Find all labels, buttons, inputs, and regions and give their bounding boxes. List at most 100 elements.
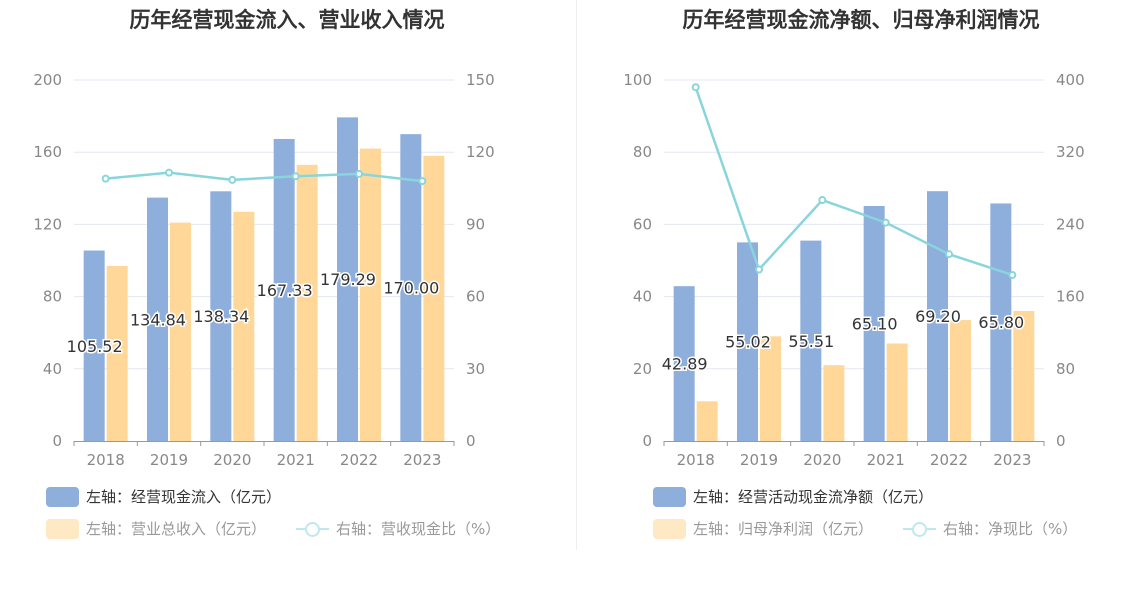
data-label: 55.51: [788, 332, 834, 351]
bar-secondary: [760, 336, 781, 441]
data-label: 179.29: [320, 270, 376, 289]
y-right-tick-label: 160: [1056, 288, 1085, 306]
x-tick-label: 2018: [677, 451, 715, 469]
legend-swatch: [653, 486, 686, 507]
legend-label: 左轴：营业总收入（亿元）: [86, 520, 267, 538]
y-right-tick-label: 80: [1056, 360, 1075, 378]
line-point: [881, 218, 890, 227]
legend-label: 左轴：归母净利润（亿元）: [693, 520, 874, 538]
y-left-tick-label: 0: [52, 432, 62, 450]
data-label: 170.00: [383, 279, 439, 298]
chart-panel-right: 历年经营现金流净额、归母净利润情况 0 20 40 60 80 100 0 80 160 240 3…: [574, 0, 1148, 589]
legend-swatch: [653, 518, 686, 539]
line-point: [755, 265, 763, 274]
y-left-tick-label: 80: [633, 143, 652, 161]
y-right-tick-label: 30: [466, 360, 485, 378]
chart-canvas: 0 20 40 60 80 100 0 80 160 240 320 400 2018 2019 2020 2…: [623, 71, 1085, 469]
x-tick-label: 2018: [87, 451, 125, 469]
y-left-tick-label: 60: [633, 215, 652, 233]
x-tick-label: 2022: [340, 451, 378, 469]
y-left-tick-label: 40: [43, 360, 62, 378]
bar-primary: [337, 117, 358, 441]
y-right-tick-label: 60: [466, 288, 485, 306]
line-point: [165, 168, 173, 177]
line-point: [101, 174, 110, 183]
legend-label: 左轴：经营现金流入（亿元）: [86, 488, 282, 506]
legend-item-bar-2[interactable]: 左轴：营业总收入（亿元）: [46, 518, 266, 539]
line-point: [818, 196, 827, 205]
y-left-tick-label: 120: [33, 215, 62, 233]
x-tick-label: 2023: [403, 451, 441, 469]
y-right-tick-label: 150: [466, 71, 495, 89]
bar-primary: [147, 197, 168, 441]
line-point: [291, 172, 300, 181]
data-label: 69.20: [915, 307, 961, 326]
bar-primary: [273, 138, 295, 441]
y-left-tick-label: 40: [633, 288, 652, 306]
y-left-tick-label: 80: [43, 288, 62, 306]
legend-item-line[interactable]: 右轴：净现比（%）: [903, 518, 1077, 539]
legend-swatch: [46, 518, 79, 539]
y-right-tick-label: 240: [1056, 215, 1085, 233]
bar-secondary: [423, 155, 445, 441]
panel-divider: [576, 0, 577, 550]
chart-title: 历年经营现金流净额、归母净利润情况: [682, 8, 1040, 32]
data-label: 42.89: [662, 355, 708, 374]
line-point: [691, 83, 700, 92]
bar-secondary: [106, 265, 128, 441]
line-series: [694, 86, 1013, 277]
bar-primary: [673, 286, 695, 441]
bar-primary: [927, 191, 948, 441]
legend-label: 右轴：营收现金比（%）: [336, 520, 501, 538]
chart-canvas: 0 40 80 120 160 200 0 30 60 90 120 150 2018 2019 2020 2…: [33, 71, 495, 469]
y-left-tick-label: 20: [633, 360, 652, 378]
bar-secondary: [950, 320, 971, 441]
y-right-tick-label: 400: [1056, 71, 1085, 89]
bar-secondary: [233, 211, 255, 441]
bar-secondary: [296, 164, 318, 441]
bar-secondary: [360, 148, 381, 441]
x-tick-label: 2020: [213, 451, 251, 469]
data-label: 138.34: [193, 307, 249, 326]
bar-secondary: [1013, 311, 1035, 441]
chart-title: 历年经营现金流入、营业收入情况: [129, 8, 445, 32]
bar-primary: [210, 191, 232, 441]
x-tick-label: 2023: [993, 451, 1031, 469]
y-left-tick-label: 160: [33, 143, 62, 161]
legend-swatch: [46, 486, 79, 507]
data-label: 167.33: [257, 281, 313, 300]
y-right-tick-label: 0: [466, 432, 476, 450]
line-point: [945, 250, 953, 259]
line-point: [355, 169, 363, 178]
line-point: [1008, 270, 1017, 279]
bar-primary: [400, 134, 422, 441]
legend-item-bar-2[interactable]: 左轴：归母净利润（亿元）: [653, 518, 873, 539]
data-label: 65.10: [852, 314, 898, 333]
line-point: [418, 177, 427, 186]
bar-primary: [800, 240, 822, 441]
x-tick-label: 2021: [867, 451, 905, 469]
legend-label: 左轴：经营活动现金流净额（亿元）: [693, 488, 934, 506]
bar-secondary: [823, 365, 845, 441]
y-right-tick-label: 320: [1056, 143, 1085, 161]
bar-primary: [83, 250, 105, 441]
x-tick-label: 2022: [930, 451, 968, 469]
bar-primary: [863, 205, 885, 441]
legend-label: 右轴：净现比（%）: [943, 520, 1078, 538]
legend-item-bar-1[interactable]: 左轴：经营现金流入（亿元）: [46, 486, 281, 507]
x-tick-label: 2021: [277, 451, 315, 469]
y-right-tick-label: 0: [1056, 432, 1066, 450]
x-tick-label: 2020: [803, 451, 841, 469]
y-right-tick-label: 90: [466, 215, 485, 233]
y-left-tick-label: 0: [642, 432, 652, 450]
data-label: 65.80: [978, 313, 1024, 332]
chart-panel-left: 历年经营现金流入、营业收入情况 0 40 80 120 160 200 0 30 60 90 120…: [33, 8, 500, 539]
bar-primary: [990, 203, 1012, 441]
legend-item-bar-1[interactable]: 左轴：经营活动现金流净额（亿元）: [653, 486, 933, 507]
data-label: 55.02: [725, 333, 771, 352]
bar-secondary: [696, 401, 718, 441]
legend-line-swatch: [903, 519, 936, 539]
bar-primary: [737, 242, 758, 441]
legend-item-line[interactable]: 右轴：营收现金比（%）: [296, 518, 500, 539]
y-right-tick-label: 120: [466, 143, 495, 161]
